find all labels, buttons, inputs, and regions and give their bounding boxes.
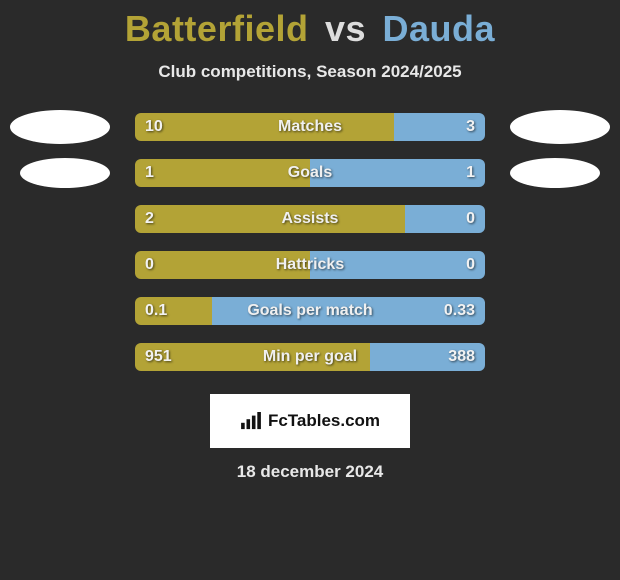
stat-row-goals: 1 Goals 1 [0, 150, 620, 196]
bar-track: 1 Goals 1 [135, 159, 485, 187]
bar-left [135, 159, 310, 187]
bars-icon [240, 412, 262, 430]
subtitle: Club competitions, Season 2024/2025 [0, 62, 620, 82]
stat-row-matches: 10 Matches 3 [0, 104, 620, 150]
bar-track: 10 Matches 3 [135, 113, 485, 141]
comparison-card: Batterfield vs Dauda Club competitions, … [0, 0, 620, 580]
bar-track: 0 Hattricks 0 [135, 251, 485, 279]
value-left: 951 [145, 343, 172, 371]
stat-row-hattricks: 0 Hattricks 0 [0, 242, 620, 288]
brand-badge: FcTables.com [210, 394, 410, 448]
value-right: 0 [466, 251, 475, 279]
player2-badge-alt [510, 158, 600, 188]
bar-left [135, 251, 310, 279]
player2-badge [510, 110, 610, 144]
date-text: 18 december 2024 [0, 462, 620, 482]
vs-text: vs [325, 8, 366, 49]
player1-badge-alt [20, 158, 110, 188]
brand-text: FcTables.com [268, 411, 380, 431]
value-right: 0.33 [444, 297, 475, 325]
bar-track: 0.1 Goals per match 0.33 [135, 297, 485, 325]
page-title: Batterfield vs Dauda [0, 8, 620, 50]
value-left: 2 [145, 205, 154, 233]
bar-left [135, 205, 405, 233]
player1-badge [10, 110, 110, 144]
value-left: 0 [145, 251, 154, 279]
bar-right [310, 159, 485, 187]
stat-row-min-per-goal: 951 Min per goal 388 [0, 334, 620, 380]
bar-track: 951 Min per goal 388 [135, 343, 485, 371]
stat-row-goals-per-match: 0.1 Goals per match 0.33 [0, 288, 620, 334]
bar-right [310, 251, 485, 279]
stat-rows: 10 Matches 3 1 Goals 1 2 Assists [0, 104, 620, 380]
stat-row-assists: 2 Assists 0 [0, 196, 620, 242]
value-right: 388 [448, 343, 475, 371]
value-right: 0 [466, 205, 475, 233]
bar-track: 2 Assists 0 [135, 205, 485, 233]
bar-left [135, 113, 394, 141]
value-right: 3 [466, 113, 475, 141]
player1-name: Batterfield [125, 8, 309, 49]
value-left: 10 [145, 113, 163, 141]
value-left: 0.1 [145, 297, 167, 325]
value-left: 1 [145, 159, 154, 187]
player2-name: Dauda [383, 8, 496, 49]
value-right: 1 [466, 159, 475, 187]
